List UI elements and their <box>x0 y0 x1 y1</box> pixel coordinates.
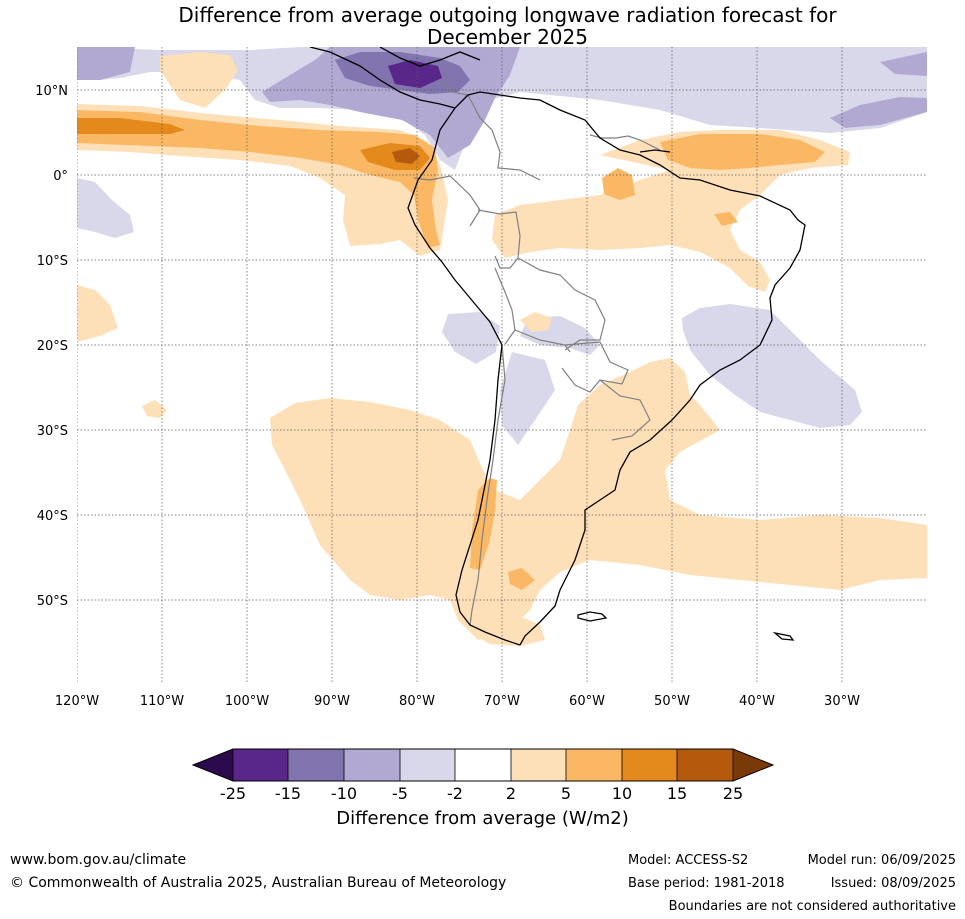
colorbar-bin-m25-m15 <box>233 749 288 781</box>
border-bolivia-brazil <box>517 257 606 351</box>
map-plot-area <box>77 47 927 684</box>
lat-label-0: 0° <box>53 169 68 184</box>
model-name: Model: ACCESS-S2 <box>628 853 749 868</box>
lat-label-40s: 40°S <box>37 509 68 524</box>
national-borders <box>413 79 661 626</box>
anomaly-region-colombia-max <box>392 148 420 164</box>
anomaly-region-central-america-max <box>388 60 442 88</box>
anomaly-region-argentina-north <box>500 352 555 445</box>
anomaly-region-pacific-north-weak <box>160 52 238 108</box>
graticule <box>77 47 927 684</box>
copyright-notice: © Commonwealth of Australia 2025, Austra… <box>10 875 507 891</box>
anomaly-region-amazon-moderate-2 <box>602 168 635 200</box>
lat-label-50s: 50°S <box>37 594 68 609</box>
colorbar-arrow-low <box>193 749 233 781</box>
coastline-amazon-delta <box>639 149 671 153</box>
colorbar-tick: 10 <box>612 784 632 803</box>
boundaries-disclaimer: Boundaries are not considered authoritat… <box>668 899 956 914</box>
lon-label-100w: 100°W <box>225 694 269 709</box>
anomaly-region-pacific-weak <box>77 178 134 238</box>
anomaly-region-argentina-weak <box>520 312 552 332</box>
border-central-america <box>439 79 469 96</box>
border-bolivia-paraguay-argentina <box>514 329 571 353</box>
border-peru-bolivia-chile <box>494 267 516 345</box>
colorbar-tick: 15 <box>667 784 687 803</box>
lon-label-60w: 60°W <box>569 694 605 709</box>
border-paraguay <box>561 341 629 393</box>
lon-label-90w: 90°W <box>314 694 350 709</box>
coastline-falklands <box>577 611 608 622</box>
colorbar-tick: -5 <box>392 784 408 803</box>
anomaly-region-altiplano <box>442 312 500 364</box>
colorbar-bin-m15-m10 <box>288 749 344 781</box>
anomaly-region-pacific-east-weak <box>77 285 118 342</box>
coastline-caribbean-north <box>379 47 481 67</box>
colorbar-bin-p2-p5 <box>511 749 566 781</box>
model-run-date: Model run: 06/09/2025 <box>807 853 956 868</box>
lon-label-80w: 80°W <box>399 694 435 709</box>
axis-labels: 10°N 0° 10°S 20°S 30°S 40°S 50°S 120°W 1… <box>35 84 860 709</box>
lon-label-70w: 70°W <box>484 694 520 709</box>
anomaly-region-amazon-moderate <box>660 134 825 170</box>
lon-label-120w: 120°W <box>55 694 99 709</box>
colorbar-bin-m5-m2 <box>400 749 455 781</box>
border-chile-argentina <box>469 344 506 626</box>
colorbar-tick: 25 <box>723 784 743 803</box>
lat-label-10s: 10°S <box>37 254 68 269</box>
colorbar-arrow-high <box>733 749 773 781</box>
anomaly-region-south <box>270 358 927 640</box>
chart-title: Difference from average outgoing longwav… <box>0 4 965 48</box>
anomaly-region-itcz-moderate <box>77 110 440 248</box>
lon-label-50w: 50°W <box>654 694 690 709</box>
coastline-south-america-east <box>467 91 806 646</box>
anomaly-region-brazil-moderate <box>714 212 738 226</box>
colorbar-tick: -10 <box>331 784 357 803</box>
colorbar-label: Difference from average (W/m2) <box>336 808 629 829</box>
colorbar-tick: 5 <box>561 784 571 803</box>
anomaly-region-brazil-coast <box>682 304 862 428</box>
anomaly-region-pacific-dot <box>142 400 167 418</box>
coastline-south-georgia <box>772 631 795 641</box>
lon-label-30w: 30°W <box>824 694 860 709</box>
border-colombia-ecuador-peru <box>413 175 481 227</box>
lat-label-30s: 30°S <box>37 424 68 439</box>
website-link[interactable]: www.bom.gov.au/climate <box>10 852 187 868</box>
border-argentina-uruguay-brazil <box>599 379 651 441</box>
issued-date: Issued: 08/09/2025 <box>830 876 956 891</box>
coastline-south-america-west <box>407 94 521 646</box>
anomaly-region-atlantic-moderate <box>508 568 535 590</box>
anomaly-region-atlantic-moderate-2 <box>880 52 927 76</box>
lat-label-20s: 20°S <box>37 339 68 354</box>
colorbar-bin-p10-p15 <box>622 749 677 781</box>
title-line-2: December 2025 <box>427 25 588 49</box>
lon-label-40w: 40°W <box>739 694 775 709</box>
colorbar-bin-p5-p10 <box>566 749 622 781</box>
colorbar: -25 -15 -10 -5 -2 2 5 10 15 25 <box>191 748 775 803</box>
anomaly-region-atlantic-moderate <box>830 97 927 128</box>
colorbar-tick: -25 <box>220 784 246 803</box>
border-peru-brazil <box>477 209 521 269</box>
anomaly-region-north-moderate <box>77 47 135 80</box>
colorbar-ticks: -25 -15 -10 -5 -2 2 5 10 15 25 <box>220 784 743 803</box>
colorbar-bin-m2-p2 <box>455 749 511 781</box>
border-colombia-venezuela <box>467 94 541 181</box>
anomaly-region-tierra-del-fuego <box>470 612 545 646</box>
colorbar-tick: 2 <box>506 784 516 803</box>
coastline-central-america <box>309 47 456 109</box>
colorbar-tick: -2 <box>447 784 463 803</box>
title-line-1: Difference from average outgoing longwav… <box>178 3 837 27</box>
coastlines <box>309 47 806 646</box>
colorbar-bin-p15-p25 <box>677 749 733 781</box>
anomaly-region-itcz-strong <box>77 118 185 134</box>
lon-label-110w: 110°W <box>140 694 184 709</box>
anomaly-region-amazon-weak <box>492 130 850 292</box>
base-period: Base period: 1981-2018 <box>628 876 785 891</box>
colorbar-tick: -15 <box>275 784 301 803</box>
colorbar-separators <box>232 749 734 781</box>
colorbar-bin-m10-m5 <box>344 749 400 781</box>
lat-label-10n: 10°N <box>35 84 68 99</box>
